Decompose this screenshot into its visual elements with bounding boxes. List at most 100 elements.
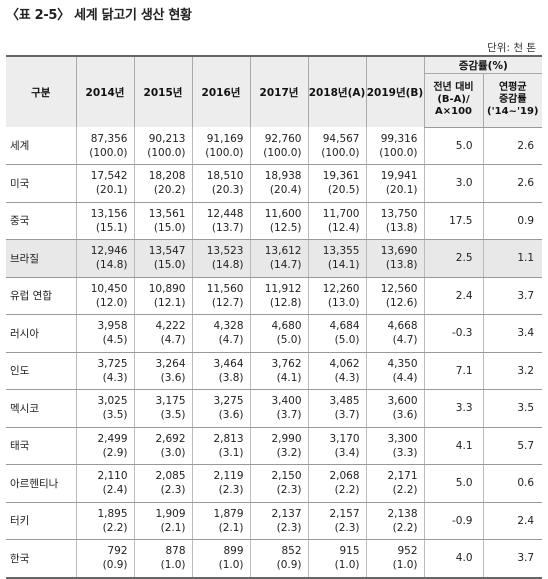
- value-cell: 12,448 (13.7): [191, 202, 250, 240]
- production-value: 3,175: [155, 395, 186, 408]
- value-cell: 1,895 (2.2): [75, 502, 134, 540]
- share-percent: (100.0): [89, 146, 128, 159]
- production-value: 2,990: [271, 432, 302, 445]
- header-year: 2018년(A): [308, 55, 367, 127]
- production-value: 4,668: [387, 320, 418, 333]
- production-value: 2,499: [97, 432, 128, 445]
- header-growth-avg: 연평균 증감률 ('14~'19): [482, 73, 543, 128]
- share-percent: (3.1): [218, 446, 244, 459]
- share-percent: (12.6): [385, 296, 418, 309]
- value-cell: 3,300 (3.3): [365, 427, 424, 465]
- production-value: 2,085: [155, 470, 186, 483]
- production-value: 2,138: [387, 507, 418, 520]
- table-row: 러시아 3,958 (4.5) 4,222 (4.7) 4,328 (4.7) 4,680 (5…: [6, 314, 543, 353]
- production-value: 852: [281, 545, 302, 558]
- share-percent: (13.8): [385, 221, 418, 234]
- table-row: 인도 3,725 (4.3) 3,264 (3.6) 3,464 (3.8) 3,762 (4.…: [6, 352, 543, 390]
- production-value: 899: [223, 545, 244, 558]
- growth-avg-cell: 3.5: [482, 389, 543, 428]
- share-percent: (3.5): [160, 409, 186, 422]
- value-cell: 13,355 (14.1): [307, 239, 366, 278]
- production-value: 3,600: [387, 395, 418, 408]
- header-year: 2016년: [192, 55, 251, 127]
- share-percent: (0.9): [102, 559, 128, 572]
- value-cell: 2,692 (3.0): [133, 427, 192, 465]
- share-percent: (1.0): [392, 559, 418, 572]
- share-percent: (4.3): [334, 371, 360, 384]
- value-cell: 18,938 (20.4): [249, 164, 308, 203]
- value-cell: 2,813 (3.1): [191, 427, 250, 465]
- table-row: 중국 13,156 (15.1) 13,561 (15.0) 12,448 (13.7) 11…: [6, 202, 543, 240]
- production-value: 952: [397, 545, 418, 558]
- share-percent: (4.3): [102, 371, 128, 384]
- value-cell: 10,450 (12.0): [75, 277, 134, 315]
- table-row: 브라질 12,946 (14.8) 13,547 (15.0) 13,523 (14.8) 1…: [6, 239, 543, 278]
- growth-yoy-cell: 4.0: [423, 539, 483, 579]
- row-label: 중국: [6, 202, 76, 240]
- production-value: 3,170: [329, 432, 360, 445]
- share-percent: (2.2): [102, 521, 128, 534]
- share-percent: (100.0): [379, 146, 418, 159]
- value-cell: 90,213 (100.0): [133, 127, 192, 165]
- growth-avg-cell: 2.6: [482, 127, 543, 165]
- share-percent: (3.3): [392, 446, 418, 459]
- production-value: 2,692: [155, 432, 186, 445]
- header-category: 구분: [6, 55, 76, 127]
- share-percent: (14.8): [211, 259, 244, 272]
- production-value: 2,157: [329, 507, 360, 520]
- growth-avg-cell: 2.6: [482, 164, 543, 203]
- share-percent: (3.4): [334, 446, 360, 459]
- share-percent: (12.4): [327, 221, 360, 234]
- row-label: 멕시코: [6, 389, 76, 428]
- growth-avg-cell: 0.9: [482, 202, 543, 240]
- production-value: 4,062: [329, 357, 360, 370]
- value-cell: 13,750 (13.8): [365, 202, 424, 240]
- share-percent: (2.1): [160, 521, 186, 534]
- value-cell: 3,485 (3.7): [307, 389, 366, 428]
- production-value: 91,169: [206, 132, 244, 145]
- production-value: 878: [165, 545, 186, 558]
- table-row: 유럽 연합 10,450 (12.0) 10,890 (12.1) 11,560 (12.7…: [6, 277, 543, 315]
- table-row: 터키 1,895 (2.2) 1,909 (2.1) 1,879 (2.1) 2,137 (2.…: [6, 502, 543, 540]
- table-row: 한국 792 (0.9) 878 (1.0) 899 (1.0) 852 (0.9) 915 (1.…: [6, 539, 543, 579]
- share-percent: (3.7): [334, 409, 360, 422]
- value-cell: 19,361 (20.5): [307, 164, 366, 203]
- production-value: 11,560: [206, 282, 244, 295]
- production-value: 1,909: [155, 507, 186, 520]
- share-percent: (12.1): [153, 296, 186, 309]
- share-percent: (12.0): [95, 296, 128, 309]
- value-cell: 1,909 (2.1): [133, 502, 192, 540]
- header-growth: 증감률(%): [423, 55, 543, 74]
- production-value: 3,725: [97, 357, 128, 370]
- growth-yoy-cell: 5.0: [423, 464, 483, 503]
- production-value: 4,328: [213, 320, 244, 333]
- share-percent: (13.0): [327, 296, 360, 309]
- value-cell: 3,958 (4.5): [75, 314, 134, 353]
- share-percent: (2.1): [218, 521, 244, 534]
- share-percent: (2.2): [334, 484, 360, 497]
- share-percent: (2.3): [218, 484, 244, 497]
- growth-avg-cell: 3.4: [482, 314, 543, 353]
- share-percent: (13.7): [211, 221, 244, 234]
- production-value: 12,560: [380, 282, 418, 295]
- value-cell: 4,684 (5.0): [307, 314, 366, 353]
- row-label: 인도: [6, 352, 76, 390]
- value-cell: 12,946 (14.8): [75, 239, 134, 278]
- header-year: 2014년: [75, 55, 135, 127]
- growth-avg-cell: 3.7: [482, 277, 543, 315]
- production-value: 18,510: [206, 170, 244, 183]
- production-value: 3,958: [97, 320, 128, 333]
- production-value: 12,260: [322, 282, 360, 295]
- value-cell: 11,912 (12.8): [249, 277, 308, 315]
- share-percent: (14.8): [95, 259, 128, 272]
- share-percent: (0.9): [276, 559, 302, 572]
- share-percent: (2.2): [392, 521, 418, 534]
- share-percent: (14.1): [327, 259, 360, 272]
- value-cell: 11,700 (12.4): [307, 202, 366, 240]
- production-value: 2,110: [97, 470, 128, 483]
- production-value: 13,547: [148, 245, 186, 258]
- share-percent: (20.5): [327, 184, 360, 197]
- value-cell: 99,316 (100.0): [365, 127, 424, 165]
- share-percent: (2.3): [334, 521, 360, 534]
- production-table: 구분 2014년 2015년 2016년 2017년 2018년(A) 2019…: [6, 55, 543, 579]
